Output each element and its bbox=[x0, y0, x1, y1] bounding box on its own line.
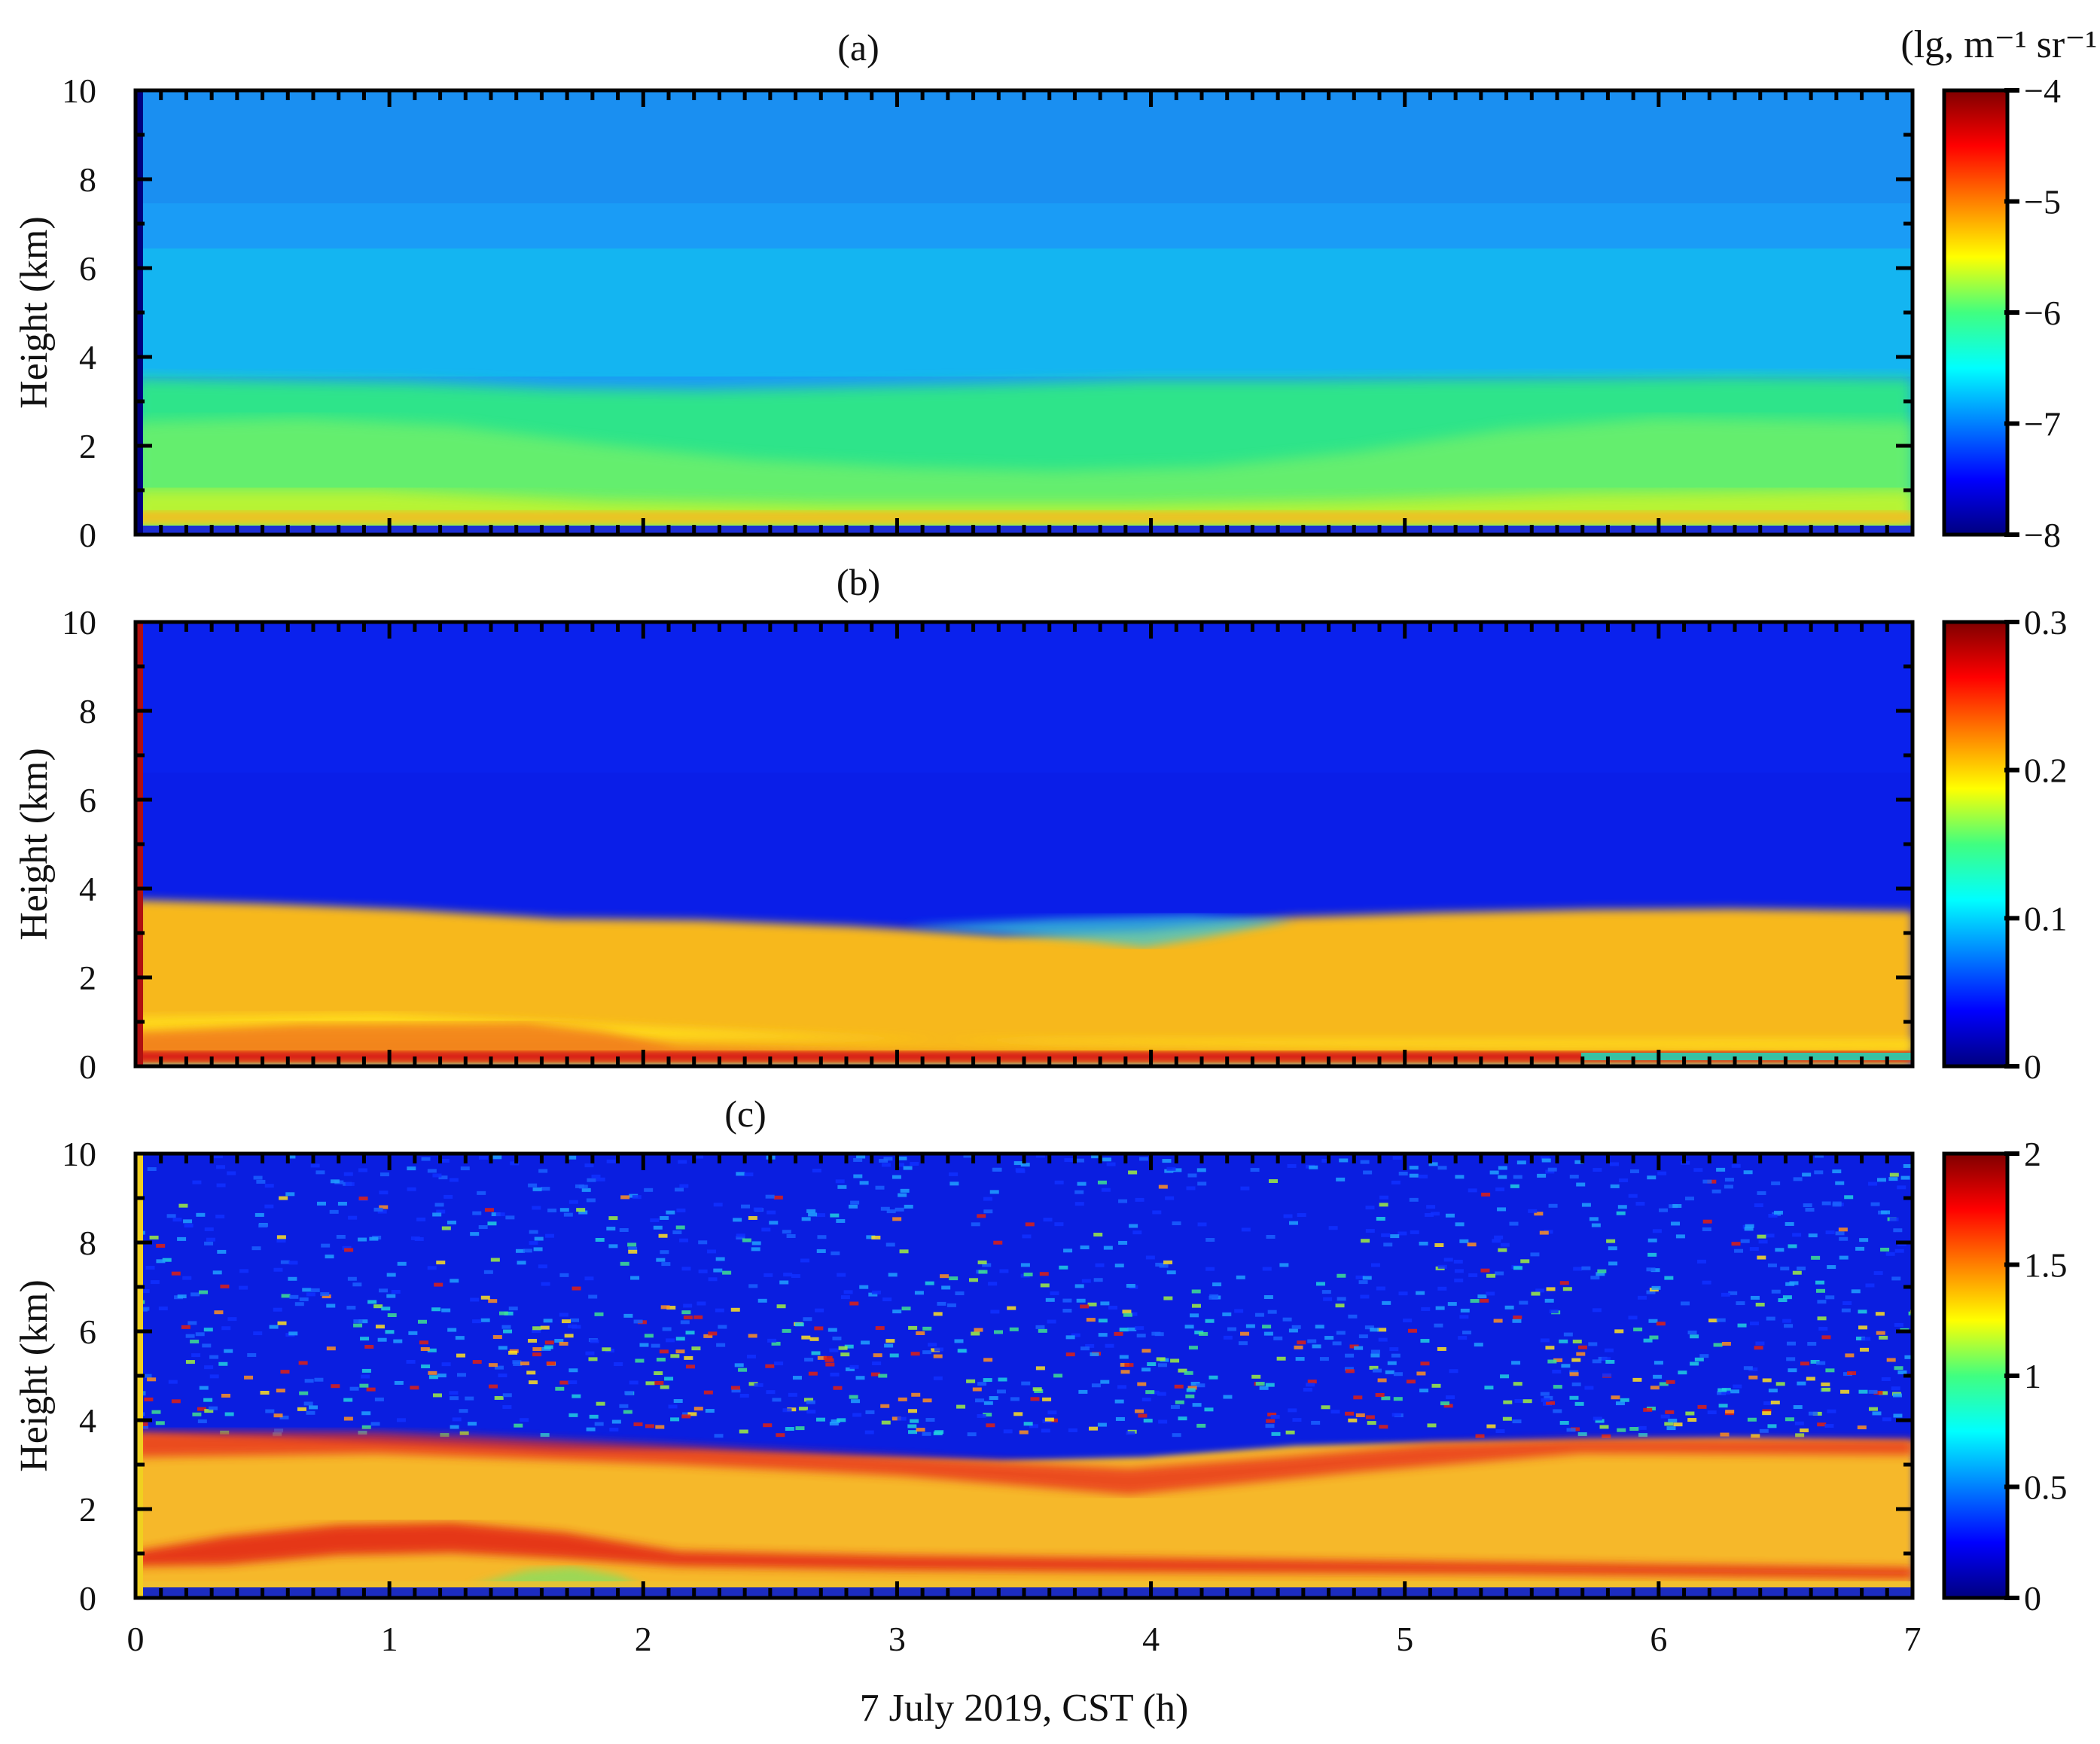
colorbar-tick-label: 0.1 bbox=[2024, 899, 2068, 938]
colorbar-tick-label: −5 bbox=[2024, 183, 2061, 221]
x-tick-label: 0 bbox=[127, 1620, 145, 1658]
x-tick-label: 5 bbox=[1396, 1620, 1413, 1658]
panel-c-xlabel: 7 July 2019, CST (h) bbox=[860, 1687, 1189, 1730]
x-tick-label: 1 bbox=[381, 1620, 398, 1658]
y-tick-label: 2 bbox=[79, 959, 96, 997]
panel-c-ylabel: Height (km) bbox=[13, 1279, 56, 1472]
panel-b-ylabel: Height (km) bbox=[13, 748, 56, 941]
y-tick-label: 4 bbox=[79, 338, 96, 377]
colorbar-tick-label: 1 bbox=[2024, 1357, 2041, 1395]
y-tick-label: 10 bbox=[62, 72, 96, 110]
panel-c-label: (c) bbox=[724, 1093, 767, 1135]
colorbar-tick-label: 1.5 bbox=[2024, 1246, 2068, 1285]
colorbar-a-title: (lg, m⁻¹ sr⁻¹ ) bbox=[1900, 23, 2100, 66]
panel-b-xticks bbox=[133, 622, 1915, 1066]
panel-a-colorbar: (lg, m⁻¹ sr⁻¹ ) −8 −7 −6 −5 −4 bbox=[1900, 23, 2100, 554]
y-tick-label: 2 bbox=[79, 1490, 96, 1529]
colorbar-tick-label: −4 bbox=[2024, 72, 2061, 110]
panel-b-yticks: 0 2 4 6 8 10 bbox=[62, 603, 1913, 1086]
y-tick-label: 10 bbox=[62, 603, 96, 642]
colorbar-tick-label: −8 bbox=[2024, 516, 2061, 554]
panel-c-colorbar: 0 0.5 1 1.5 2 bbox=[1942, 1135, 2068, 1617]
panel-c-heatmap bbox=[136, 1154, 1913, 1598]
panel-a: 0 2 4 6 8 10 (a) Height (km) (lg, m⁻¹ sr⁻¹ ) … bbox=[13, 23, 2100, 554]
panel-c-yticks: 0 2 4 6 8 10 bbox=[62, 1135, 1913, 1617]
y-tick-label: 6 bbox=[79, 781, 96, 819]
colorbar-tick-label: 0.5 bbox=[2024, 1468, 2068, 1507]
x-tick-label: 7 bbox=[1904, 1620, 1922, 1658]
x-tick-label: 2 bbox=[635, 1620, 652, 1658]
y-tick-label: 8 bbox=[79, 692, 96, 730]
y-tick-label: 8 bbox=[79, 160, 96, 199]
colorbar-tick-label: 0.3 bbox=[2024, 603, 2068, 642]
y-tick-label: 0 bbox=[79, 1579, 96, 1617]
panel-b: 0 2 4 6 8 10 (b) Height (km) 0 0.1 0.2 0.3 bbox=[13, 561, 2068, 1086]
panel-b-colorbar: 0 0.1 0.2 0.3 bbox=[1942, 603, 2068, 1086]
colorbar-tick-label: 2 bbox=[2024, 1135, 2041, 1173]
y-tick-label: 4 bbox=[79, 870, 96, 908]
panel-a-label: (a) bbox=[837, 26, 879, 69]
panel-a-ylabel: Height (km) bbox=[13, 216, 56, 409]
panel-a-heatmap bbox=[136, 90, 1913, 535]
colorbar-tick-label: 0.2 bbox=[2024, 752, 2068, 790]
panel-b-heatmap bbox=[136, 622, 1913, 1066]
x-tick-label: 3 bbox=[888, 1620, 906, 1658]
panel-c-xticks bbox=[133, 1154, 1915, 1598]
colorbar-tick-label: 0 bbox=[2024, 1047, 2041, 1086]
panel-a-yticks: 0 2 4 6 8 10 bbox=[62, 72, 1913, 554]
colorbar-tick-label: 0 bbox=[2024, 1579, 2041, 1617]
y-tick-label: 2 bbox=[79, 427, 96, 465]
panel-a-xticks bbox=[133, 90, 1915, 535]
y-tick-label: 4 bbox=[79, 1401, 96, 1440]
x-tick-label: 4 bbox=[1142, 1620, 1160, 1658]
colorbar-tick-label: −7 bbox=[2024, 405, 2061, 444]
y-tick-label: 8 bbox=[79, 1224, 96, 1262]
panel-b-label: (b) bbox=[837, 561, 880, 603]
y-tick-label: 0 bbox=[79, 1047, 96, 1086]
y-tick-label: 6 bbox=[79, 249, 96, 288]
colorbar-tick-label: −6 bbox=[2024, 294, 2061, 332]
x-tick-label: 6 bbox=[1650, 1620, 1667, 1658]
y-tick-label: 0 bbox=[79, 516, 96, 554]
y-tick-label: 10 bbox=[62, 1135, 96, 1173]
y-tick-label: 6 bbox=[79, 1313, 96, 1351]
panel-c-xtick-labels: 0 1 2 3 4 5 6 7 bbox=[127, 1620, 1922, 1658]
